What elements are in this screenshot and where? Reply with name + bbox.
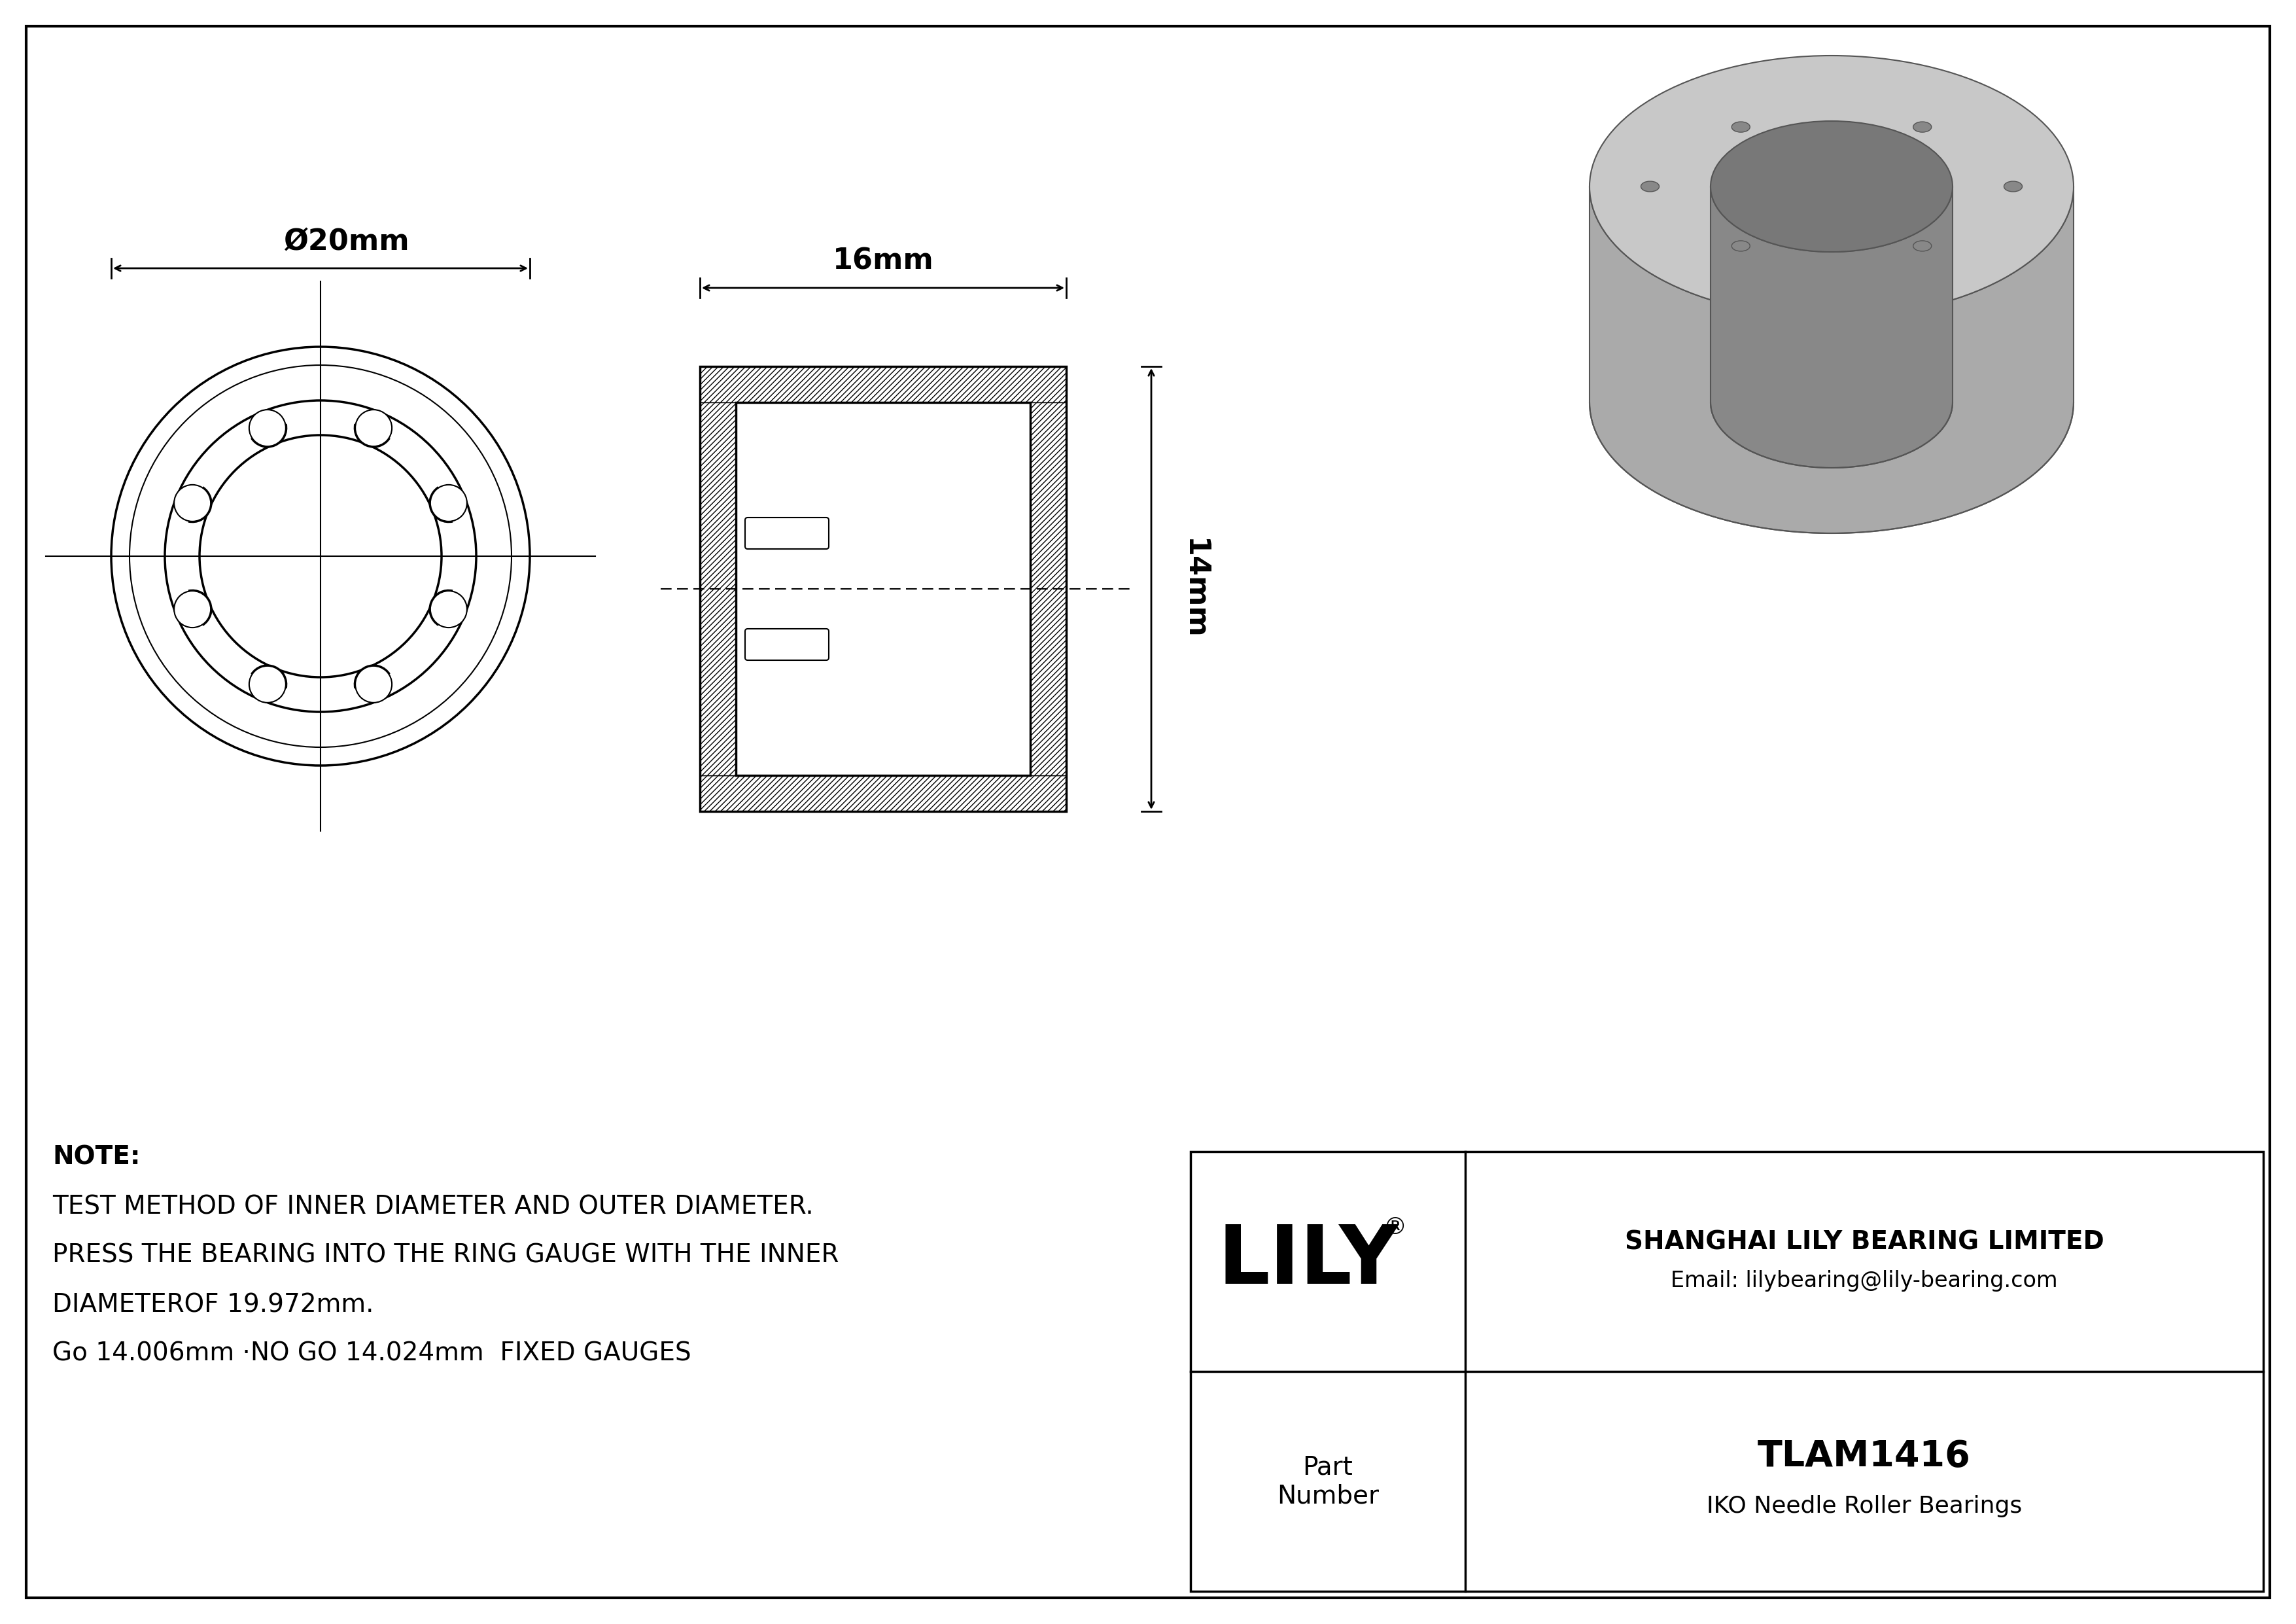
Circle shape: [165, 401, 475, 711]
Circle shape: [174, 484, 211, 521]
Circle shape: [429, 591, 466, 627]
Bar: [1031, 403, 1065, 775]
Bar: [700, 775, 1065, 812]
Text: TEST METHOD OF INNER DIAMETER AND OUTER DIAMETER.: TEST METHOD OF INNER DIAMETER AND OUTER …: [53, 1194, 813, 1220]
Ellipse shape: [1642, 182, 1660, 192]
Bar: [1192, 1151, 2264, 1592]
Text: DIAMETEROF 19.972mm.: DIAMETEROF 19.972mm.: [53, 1293, 374, 1317]
Text: SHANGHAI LILY BEARING LIMITED: SHANGHAI LILY BEARING LIMITED: [1626, 1229, 2103, 1254]
Ellipse shape: [1589, 55, 2073, 317]
Circle shape: [200, 435, 441, 677]
Text: IKO Needle Roller Bearings: IKO Needle Roller Bearings: [1706, 1496, 2023, 1517]
Text: Email: lilybearing@lily-bearing.com: Email: lilybearing@lily-bearing.com: [1671, 1270, 2057, 1293]
Ellipse shape: [1913, 240, 1931, 252]
Bar: [700, 367, 1065, 812]
Polygon shape: [1589, 187, 2073, 533]
FancyBboxPatch shape: [746, 628, 829, 661]
Bar: [700, 367, 1065, 403]
Text: LILY: LILY: [1217, 1221, 1398, 1301]
Ellipse shape: [2004, 182, 2023, 192]
Text: PRESS THE BEARING INTO THE RING GAUGE WITH THE INNER: PRESS THE BEARING INTO THE RING GAUGE WI…: [53, 1244, 838, 1268]
Circle shape: [250, 409, 285, 447]
FancyBboxPatch shape: [746, 518, 829, 549]
Text: Ø20mm: Ø20mm: [285, 229, 409, 257]
Text: 16mm: 16mm: [833, 247, 934, 274]
Circle shape: [110, 348, 530, 765]
Bar: [737, 403, 1031, 775]
Text: ®: ®: [1384, 1216, 1407, 1239]
Ellipse shape: [1731, 240, 1750, 252]
Text: NOTE:: NOTE:: [53, 1145, 140, 1169]
Text: TLAM1416: TLAM1416: [1759, 1439, 1970, 1475]
Circle shape: [356, 409, 393, 447]
Polygon shape: [1711, 187, 1952, 468]
Text: 14mm: 14mm: [1180, 538, 1208, 640]
Circle shape: [174, 591, 211, 627]
Ellipse shape: [1913, 122, 1931, 132]
Text: Part
Number: Part Number: [1277, 1455, 1380, 1509]
Text: Go 14.006mm ·NO GO 14.024mm  FIXED GAUGES: Go 14.006mm ·NO GO 14.024mm FIXED GAUGES: [53, 1341, 691, 1366]
Ellipse shape: [1711, 122, 1952, 252]
Circle shape: [250, 666, 285, 703]
Circle shape: [356, 666, 393, 703]
Bar: [700, 403, 737, 775]
Ellipse shape: [1731, 122, 1750, 132]
Circle shape: [429, 484, 466, 521]
